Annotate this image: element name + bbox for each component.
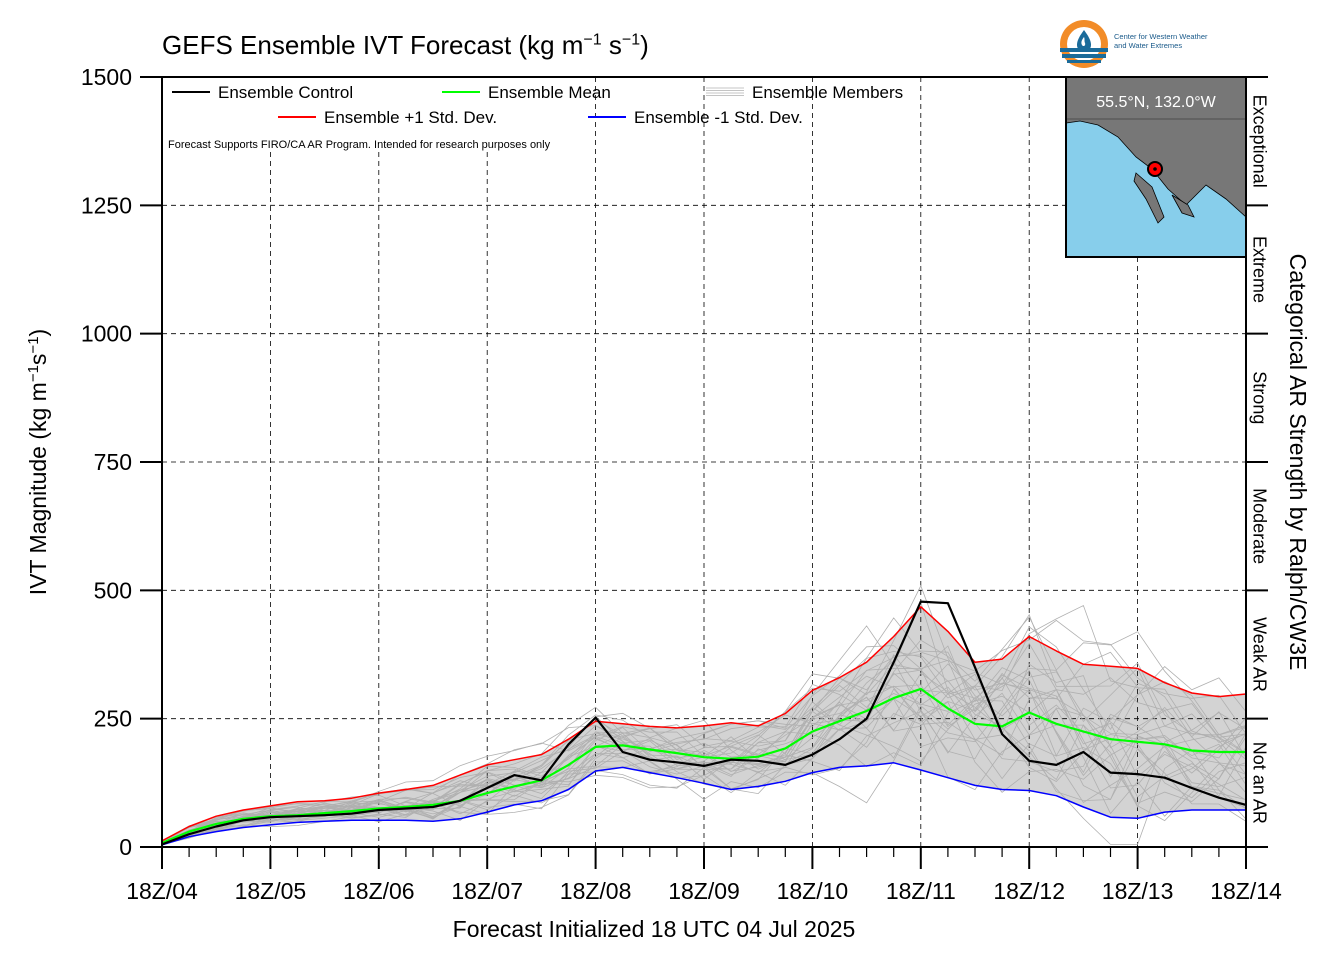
legend-label: Ensemble Members: [752, 83, 903, 102]
category-label: Extreme: [1249, 236, 1269, 303]
x-tick-label: 18Z/09: [668, 878, 740, 904]
x-tick-label: 18Z/07: [451, 878, 523, 904]
ensemble-member-line: [162, 584, 1246, 844]
category-label: Moderate: [1249, 488, 1269, 564]
ensemble-member-line: [162, 689, 1246, 844]
legend-label: Ensemble -1 Std. Dev.: [634, 108, 803, 127]
ensemble-member-line: [162, 676, 1246, 843]
category-label: Not an AR: [1249, 742, 1269, 824]
x-tick-label: 18Z/06: [343, 878, 415, 904]
x-tick-label: 18Z/05: [235, 878, 307, 904]
logo-text: Center for Western Weather and Water Ext…: [1114, 32, 1254, 50]
cw3e-logo: Center for Western Weather and Water Ext…: [1058, 18, 1258, 74]
legend-label: Ensemble Control: [218, 83, 353, 102]
category-label: Exceptional: [1249, 95, 1269, 188]
ensemble-member-line: [162, 616, 1246, 844]
ensemble-member-line: [162, 659, 1246, 844]
y-tick-label: 0: [119, 834, 132, 860]
ensemble-member-line: [162, 692, 1246, 843]
logo-line-2: and Water Extremes: [1114, 41, 1183, 50]
x-tick-label: 18Z/14: [1210, 878, 1282, 904]
ensemble-member-line: [162, 645, 1246, 845]
ensemble-member-line: [162, 613, 1246, 845]
ensemble-member-line: [162, 617, 1246, 844]
category-label: Strong: [1249, 371, 1269, 424]
x-tick-label: 18Z/11: [886, 878, 956, 904]
map-land: [1065, 76, 1247, 218]
ensemble-member-line: [162, 713, 1246, 843]
x-tick-label: 18Z/08: [560, 878, 632, 904]
series-line-control: [162, 600, 1246, 846]
ensemble-member-line: [162, 673, 1246, 845]
y-tick-label: 750: [94, 449, 132, 475]
ensemble-member-line: [162, 699, 1246, 842]
ensemble-member-line: [162, 667, 1246, 843]
ensemble-member-line: [162, 660, 1246, 845]
map-island: [1171, 194, 1195, 218]
legend-label: Ensemble +1 Std. Dev.: [324, 108, 497, 127]
x-tick-label: 18Z/10: [777, 878, 849, 904]
map-location-label: 55.5°N, 132.0°W: [1096, 94, 1216, 111]
cw3e-logo-icon: [1060, 20, 1108, 68]
ensemble-member-line: [162, 672, 1246, 843]
legend-label: Ensemble Mean: [488, 83, 611, 102]
series-line-plus_std: [162, 606, 1246, 842]
logo-line-1: Center for Western Weather: [1114, 32, 1208, 41]
ensemble-member-line: [162, 645, 1246, 844]
ensemble-member-line: [162, 669, 1246, 842]
y-tick-label: 500: [94, 577, 132, 603]
y-tick-label: 1250: [81, 192, 132, 218]
map-location-dot: [1153, 167, 1157, 171]
x-tick-label: 18Z/04: [126, 878, 198, 904]
right-axis-label: Categorical AR Strength by Ralph/CW3E: [1285, 254, 1311, 671]
y-tick-label: 250: [94, 706, 132, 732]
y-tick-label: 1000: [81, 321, 132, 347]
category-label: Weak AR: [1249, 617, 1269, 692]
map-island: [1133, 172, 1165, 224]
ensemble-member-line: [162, 663, 1246, 844]
map-frame: [1065, 76, 1247, 258]
chart-title: GEFS Ensemble IVT Forecast (kg m−1 s−1): [162, 30, 649, 60]
series-line-mean: [162, 687, 1246, 844]
x-tick-label: 18Z/13: [1102, 878, 1174, 904]
x-axis-label: Forecast Initialized 18 UTC 04 Jul 2025: [453, 916, 856, 942]
y-axis-label: IVT Magnitude (kg m−1s−1): [25, 329, 52, 595]
y-tick-label: 1500: [81, 64, 132, 90]
disclaimer-text: Forecast Supports FIRO/CA AR Program. In…: [168, 139, 551, 151]
x-tick-label: 18Z/12: [993, 878, 1065, 904]
series-line-minus_std: [162, 762, 1246, 846]
